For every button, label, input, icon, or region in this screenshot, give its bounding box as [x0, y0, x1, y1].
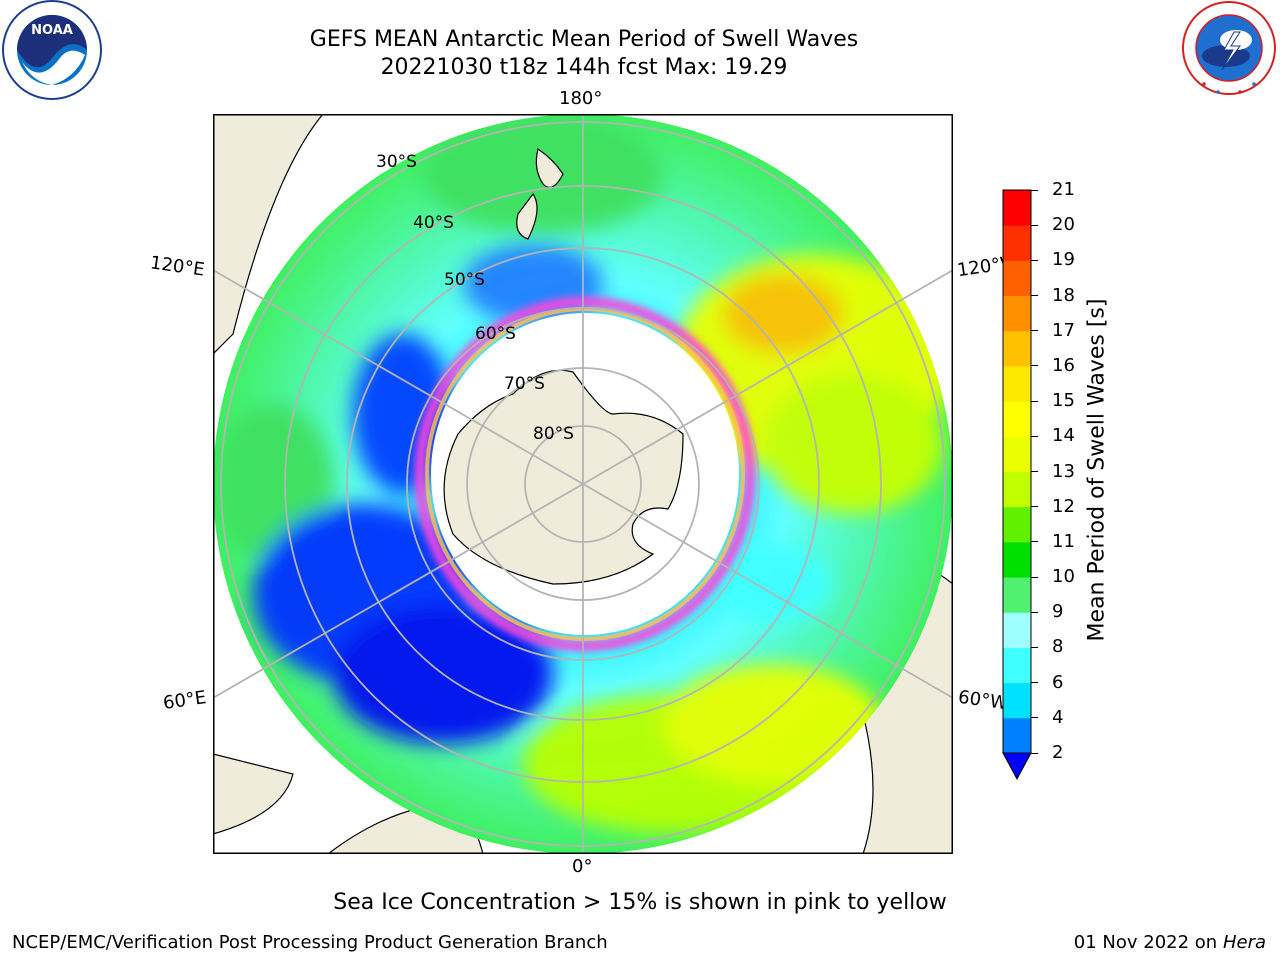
colorbar-tick-label: 4	[1052, 706, 1064, 728]
colorbar-bin	[1003, 682, 1031, 719]
colorbar-tick-mark	[1031, 541, 1038, 543]
colorbar-bin	[1003, 506, 1031, 543]
lat-label-80s: 80°S	[533, 424, 574, 444]
colorbar-tick-mark	[1031, 506, 1038, 508]
colorbar-tick-label: 14	[1052, 425, 1075, 447]
lat-label-40s: 40°S	[413, 213, 454, 233]
colorbar-tick-label: 11	[1052, 530, 1075, 552]
date-text: 01 Nov 2022 on Hera	[1074, 932, 1266, 953]
chart-subtitle: 20221030 t18z 144h fcst Max: 19.29	[380, 55, 788, 80]
colorbar-bin	[1003, 612, 1031, 648]
colorbar-tick-mark	[1031, 646, 1038, 648]
colorbar-tick-label: 17	[1052, 319, 1075, 341]
colorbar-bin	[1003, 577, 1031, 613]
noaa-logo-text: NOAA	[31, 23, 73, 38]
colorbar-tick-mark	[1031, 611, 1038, 613]
colorbar-bin	[1003, 541, 1031, 578]
colorbar-tick-label: 10	[1052, 566, 1075, 588]
host-name: Hera	[1222, 932, 1266, 953]
polar-map	[212, 113, 954, 855]
sea-ice-note: Sea Ice Concentration > 15% is shown in …	[333, 890, 947, 915]
colorbar-tick-mark	[1031, 435, 1038, 437]
australia-corner-land	[212, 113, 325, 356]
new-zealand-land	[516, 148, 564, 240]
colorbar-bin	[1003, 365, 1031, 402]
colorbar-tick-mark	[1031, 576, 1038, 578]
graticule	[212, 114, 954, 854]
colorbar-tick-mark	[1031, 752, 1038, 754]
colorbar-bin	[1003, 225, 1031, 261]
colorbar-tick-mark	[1031, 682, 1038, 684]
colorbar-tick-mark	[1031, 259, 1038, 261]
lon-label-180: 180°	[559, 88, 603, 109]
lon-label-0: 0°	[572, 856, 593, 877]
lat-label-70s: 70°S	[504, 374, 545, 394]
colorbar	[1002, 188, 1032, 781]
colorbar-tick-label: 21	[1052, 179, 1075, 200]
colorbar-tick-label: 15	[1052, 390, 1075, 412]
lat-label-60s: 60°S	[475, 324, 516, 344]
colorbar-tick-label: 6	[1052, 671, 1064, 693]
colorbar-tick-label: 18	[1052, 284, 1075, 306]
colorbar-bin	[1003, 260, 1031, 297]
colorbar-tick-mark	[1031, 189, 1038, 191]
colorbar-tick-label: 16	[1052, 354, 1075, 376]
colorbar-tick-mark	[1031, 224, 1038, 226]
colorbar-bin	[1003, 401, 1031, 437]
colorbar-tick-label: 12	[1052, 495, 1075, 517]
colorbar-tick-label: 20	[1052, 214, 1075, 236]
lat-label-30s: 30°S	[376, 152, 417, 172]
chart-title: GEFS MEAN Antarctic Mean Period of Swell…	[309, 27, 859, 52]
colorbar-tick-label: 8	[1052, 636, 1064, 658]
colorbar-bin	[1003, 647, 1031, 684]
colorbar-bin	[1003, 190, 1031, 226]
nws-logo-icon	[1178, 0, 1280, 100]
lon-label-120e: 120°E	[148, 252, 206, 281]
madagascar-land	[212, 753, 294, 835]
colorbar-tick-label: 13	[1052, 460, 1075, 482]
colorbar-tick-label: 19	[1052, 249, 1075, 271]
colorbar-tick-mark	[1031, 471, 1038, 472]
colorbar-tick-mark	[1031, 330, 1038, 332]
lat-label-50s: 50°S	[444, 270, 485, 290]
colorbar-bin	[1003, 295, 1031, 332]
lon-label-60e: 60°E	[161, 687, 208, 714]
colorbar-tick-mark	[1031, 400, 1038, 402]
colorbar-label: Mean Period of Swell Waves [s]	[1084, 298, 1110, 642]
colorbar-bin	[1003, 436, 1031, 472]
colorbar-tick-mark	[1031, 295, 1038, 297]
colorbar-tick-label: 2	[1052, 742, 1064, 763]
noaa-logo-icon: NOAA	[0, 0, 104, 104]
colorbar-extend-min	[1002, 752, 1032, 781]
colorbar-tick-mark	[1031, 365, 1038, 367]
colorbar-tick-label: 9	[1052, 601, 1064, 623]
colorbar-bin	[1003, 471, 1031, 508]
colorbar-bin	[1003, 717, 1031, 754]
credit-text: NCEP/EMC/Verification Post Processing Pr…	[12, 932, 608, 953]
date-value: 01 Nov 2022 on	[1073, 932, 1218, 953]
colorbar-bin	[1003, 330, 1031, 367]
colorbar-tick-mark	[1031, 717, 1038, 719]
